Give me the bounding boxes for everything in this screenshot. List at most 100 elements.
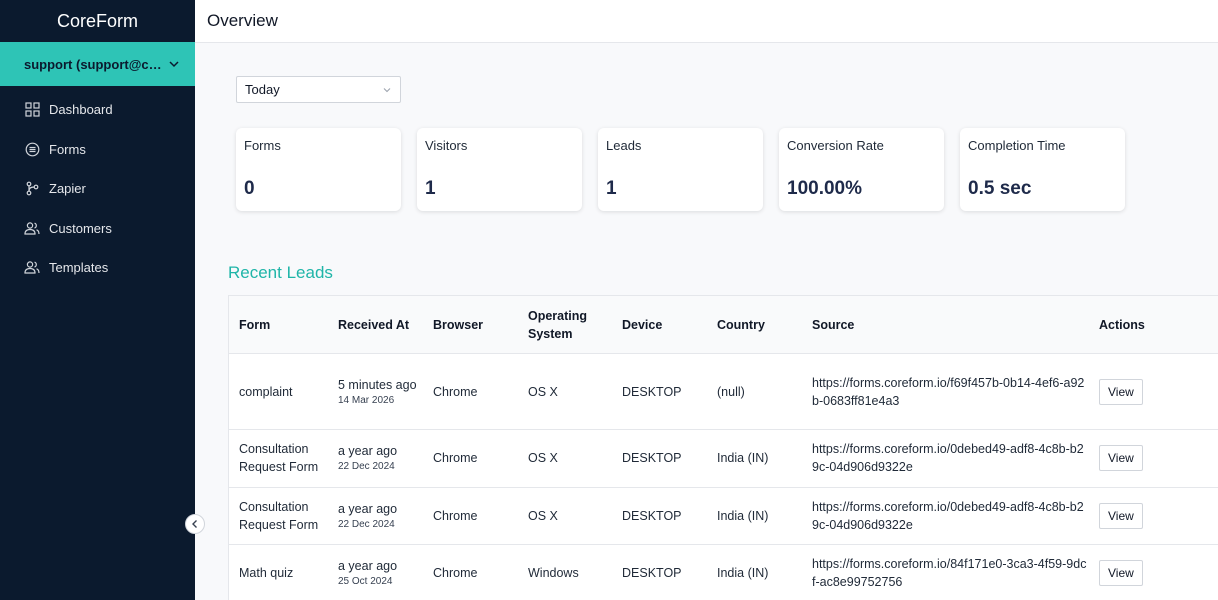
stat-card-leads: Leads 1 — [598, 128, 763, 211]
column-header-operating-system[interactable]: Operating System — [518, 307, 612, 343]
cell-os: OS X — [528, 451, 558, 466]
sidebar-item-label: Dashboard — [49, 102, 113, 118]
date-range-select[interactable]: Today — [236, 76, 401, 103]
page-title: Overview — [207, 11, 278, 30]
view-button[interactable]: View — [1099, 560, 1143, 587]
cell-form: Consultation Request Form — [239, 442, 319, 475]
column-header-device[interactable]: Device — [622, 317, 663, 332]
column-header-os-line2: System — [528, 326, 573, 341]
column-header-country[interactable]: Country — [717, 317, 765, 332]
view-button[interactable]: View — [1099, 502, 1143, 529]
customers-icon — [24, 220, 40, 236]
source-url[interactable]: https://forms.coreform.io/0debed49-adf8-… — [812, 442, 1084, 475]
cell-actions: View — [1089, 378, 1218, 405]
collapse-sidebar-button[interactable] — [185, 514, 205, 534]
received-date: 25 Oct 2024 — [338, 576, 393, 588]
cell-received-at: a year ago 25 Oct 2024 — [328, 557, 423, 589]
cell-browser: Chrome — [433, 508, 478, 523]
cell-browser: Chrome — [433, 384, 478, 399]
received-date: 14 Mar 2026 — [338, 394, 395, 406]
stat-card-completion-time: Completion Time 0.5 sec — [960, 128, 1125, 211]
chevron-down-icon — [382, 85, 392, 95]
stats-cards: Forms 0 Visitors 1 Leads 1 Conversion Ra… — [236, 128, 1125, 211]
stat-label: Conversion Rate — [787, 138, 884, 153]
templates-icon — [24, 260, 40, 276]
cell-browser: Chrome — [433, 451, 478, 466]
cell-received-at: a year ago 22 Dec 2024 — [328, 442, 423, 474]
sidebar-item-label: Forms — [49, 141, 86, 157]
source-url[interactable]: https://forms.coreform.io/84f171e0-3ca3-… — [812, 557, 1087, 590]
column-header-received-at[interactable]: Received At — [338, 317, 410, 332]
view-button[interactable]: View — [1099, 445, 1143, 472]
received-relative: a year ago — [338, 501, 398, 516]
cell-source: https://forms.coreform.io/84f171e0-3ca3-… — [802, 555, 1089, 591]
cell-os: OS X — [528, 384, 558, 399]
stat-label: Visitors — [425, 138, 468, 153]
stat-card-conversion-rate: Conversion Rate 100.00% — [779, 128, 944, 211]
table-row: Consultation Request Form a year ago 22 … — [229, 488, 1218, 545]
account-switcher[interactable]: support (support@core… — [0, 42, 195, 86]
cell-device: DESKTOP — [622, 508, 682, 523]
cell-actions: View — [1089, 560, 1218, 587]
cell-actions: View — [1089, 445, 1218, 472]
sidebar-item-templates[interactable]: Templates — [0, 248, 195, 288]
cell-country: India (IN) — [717, 508, 769, 523]
cell-os: OS X — [528, 508, 558, 523]
stat-value: 0 — [244, 178, 255, 199]
received-date: 22 Dec 2024 — [338, 518, 395, 530]
chevron-left-icon — [190, 519, 200, 529]
cell-form: Consultation Request Form — [239, 499, 319, 532]
cell-browser: Chrome — [433, 566, 478, 581]
stat-value: 0.5 sec — [968, 178, 1032, 199]
column-header-form[interactable]: Form — [239, 317, 271, 332]
received-relative: a year ago — [338, 444, 398, 459]
top-bar: Overview — [195, 0, 1218, 43]
stat-value: 100.00% — [787, 178, 863, 199]
stat-card-visitors: Visitors 1 — [417, 128, 582, 211]
source-url[interactable]: https://forms.coreform.io/f69f457b-0b14-… — [812, 375, 1085, 408]
cell-country: India (IN) — [717, 566, 769, 581]
table-row: complaint 5 minutes ago 14 Mar 2026 Chro… — [229, 354, 1218, 430]
cell-device: DESKTOP — [622, 384, 682, 399]
cell-source: https://forms.coreform.io/0debed49-adf8-… — [802, 440, 1089, 476]
stat-label: Forms — [244, 138, 281, 153]
column-header-os-line1: Operating — [528, 308, 588, 323]
table-row: Math quiz a year ago 25 Oct 2024 Chrome … — [229, 545, 1218, 600]
sidebar-item-customers[interactable]: Customers — [0, 209, 195, 249]
sidebar-item-dashboard[interactable]: Dashboard — [0, 90, 195, 130]
source-url[interactable]: https://forms.coreform.io/0debed49-adf8-… — [812, 499, 1084, 532]
sidebar: CoreForm support (support@core… Dashboar… — [0, 0, 195, 600]
table-header: Form Received At Browser Operating Syste… — [229, 296, 1218, 354]
stat-label: Completion Time — [968, 138, 1066, 153]
recent-leads-title: Recent Leads — [228, 263, 333, 282]
cell-country: (null) — [717, 384, 745, 399]
sidebar-item-label: Zapier — [49, 181, 86, 197]
view-button[interactable]: View — [1099, 378, 1143, 405]
cell-form: complaint — [239, 384, 293, 399]
stat-card-forms: Forms 0 — [236, 128, 401, 211]
cell-form: Math quiz — [239, 566, 294, 581]
column-header-source[interactable]: Source — [812, 317, 855, 332]
recent-leads-table: Form Received At Browser Operating Syste… — [228, 295, 1218, 600]
stat-label: Leads — [606, 138, 642, 153]
cell-country: India (IN) — [717, 451, 769, 466]
sidebar-item-label: Templates — [49, 260, 109, 276]
received-date: 22 Dec 2024 — [338, 461, 395, 473]
cell-device: DESKTOP — [622, 451, 682, 466]
sidebar-item-forms[interactable]: Forms — [0, 130, 195, 170]
sidebar-item-zapier[interactable]: Zapier — [0, 169, 195, 209]
cell-os: Windows — [528, 566, 579, 581]
table-row: Consultation Request Form a year ago 22 … — [229, 430, 1218, 488]
main-content: Today Forms 0 Visitors 1 Leads 1 Convers… — [195, 43, 1218, 600]
zapier-icon — [24, 181, 40, 197]
brand-logo: CoreForm — [56, 10, 138, 31]
cell-source: https://forms.coreform.io/f69f457b-0b14-… — [802, 374, 1089, 410]
column-header-browser[interactable]: Browser — [433, 317, 484, 332]
cell-received-at: a year ago 22 Dec 2024 — [328, 500, 423, 532]
stat-value: 1 — [425, 178, 436, 199]
forms-icon — [24, 141, 40, 157]
dashboard-icon — [24, 102, 40, 118]
cell-actions: View — [1089, 502, 1218, 529]
account-label: support (support@core… — [24, 56, 167, 72]
cell-received-at: 5 minutes ago 14 Mar 2026 — [328, 376, 423, 408]
